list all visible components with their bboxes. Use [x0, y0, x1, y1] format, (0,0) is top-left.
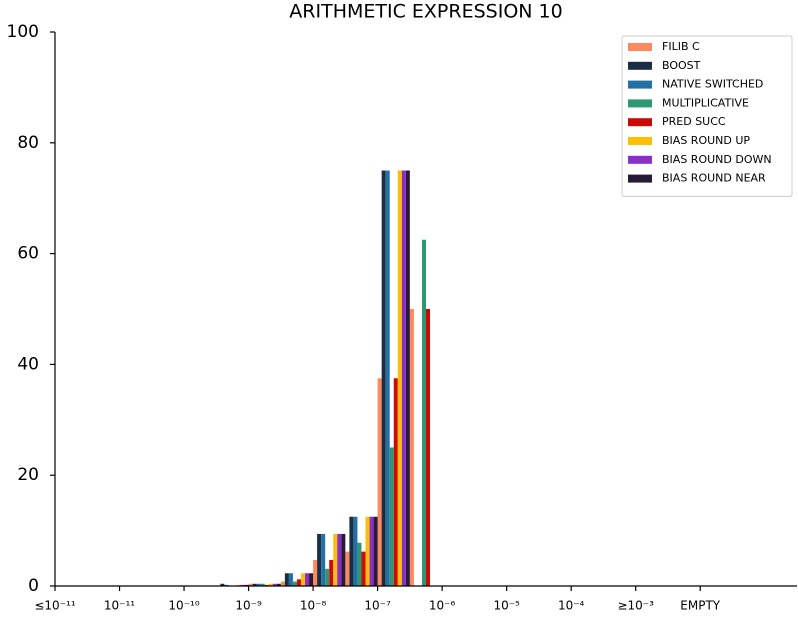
bar [284, 573, 289, 586]
legend-label: BIAS ROUND UP [662, 134, 750, 147]
bar [341, 533, 346, 586]
legend-label: PRED SUCC [662, 115, 726, 128]
bar [309, 573, 314, 586]
bar [313, 559, 318, 586]
bar [252, 583, 257, 586]
legend-label: BIAS ROUND DOWN [662, 153, 772, 166]
bar [373, 516, 378, 586]
bar [421, 239, 426, 586]
legend-swatch [628, 174, 652, 183]
x-tick-label: 10⁻⁴ [558, 599, 585, 613]
bar [300, 573, 306, 586]
x-tick-label: 10⁻¹¹ [104, 599, 135, 613]
legend-label: NATIVE SWITCHED [662, 78, 763, 91]
bar [345, 551, 350, 586]
legend-swatch [628, 99, 652, 108]
bar [333, 533, 338, 586]
bar [276, 583, 281, 586]
bar [397, 170, 402, 586]
x-tick-label: 10⁻⁷ [364, 599, 391, 613]
bar [260, 583, 265, 586]
x-tick-label: 10⁻⁸ [300, 599, 327, 613]
bar [385, 170, 390, 586]
bar [337, 533, 342, 586]
bar [393, 378, 398, 586]
bar [389, 447, 394, 586]
x-tick-label: 10⁻⁵ [493, 599, 520, 613]
bar [268, 583, 273, 586]
bar [377, 378, 382, 586]
bar [361, 551, 366, 586]
chart-title: ARITHMETIC EXPRESSION 10 [289, 1, 562, 23]
bar [349, 516, 354, 586]
y-tick-label: 60 [17, 244, 39, 264]
bar [329, 559, 334, 586]
bar [381, 170, 386, 586]
y-tick-label: 0 [28, 576, 39, 596]
legend: FILIB C BOOST NATIVE SWITCHED MULTIPLICATIV… [621, 35, 793, 197]
bar [357, 542, 362, 586]
bar [409, 309, 414, 586]
x-tick-label: 10⁻⁶ [429, 599, 456, 613]
bar [280, 581, 285, 586]
legend-swatch [628, 155, 652, 164]
bar [248, 583, 253, 586]
bar [353, 516, 358, 586]
x-tick-label: EMPTY [680, 599, 721, 613]
y-tick-label: 80 [17, 133, 39, 153]
bar [405, 170, 410, 586]
bar [365, 516, 370, 586]
bar [426, 309, 431, 586]
legend-box [621, 35, 793, 197]
bar [272, 583, 277, 586]
y-tick-label: 20 [17, 465, 39, 485]
x-tick-label: 10⁻¹⁰ [168, 599, 199, 613]
legend-swatch [628, 118, 652, 127]
bar [220, 583, 225, 586]
legend-swatch [628, 137, 652, 145]
bar [325, 568, 330, 586]
x-tick-label: ≥10⁻³ [617, 599, 654, 613]
x-tick-label: 10⁻⁹ [235, 599, 262, 613]
legend-swatch [628, 61, 652, 70]
bar [317, 533, 322, 586]
bar [256, 583, 261, 586]
y-tick-label: 100 [7, 22, 39, 42]
x-tick-label: ≤10⁻¹¹ [34, 599, 75, 613]
bar [296, 579, 301, 586]
y-tick-label: 40 [17, 354, 39, 374]
legend-label: MULTIPLICATIVE [662, 96, 749, 109]
legend-swatch [628, 43, 652, 51]
legend-label: BIAS ROUND NEAR [662, 172, 766, 185]
bar [288, 573, 293, 586]
legend-label: BOOST [662, 59, 701, 72]
legend-label: FILIB C [662, 40, 700, 53]
bar [401, 170, 406, 586]
bar [369, 516, 374, 586]
bar [305, 573, 310, 586]
bar [321, 533, 326, 586]
bar [292, 581, 297, 586]
legend-swatch [628, 80, 652, 89]
